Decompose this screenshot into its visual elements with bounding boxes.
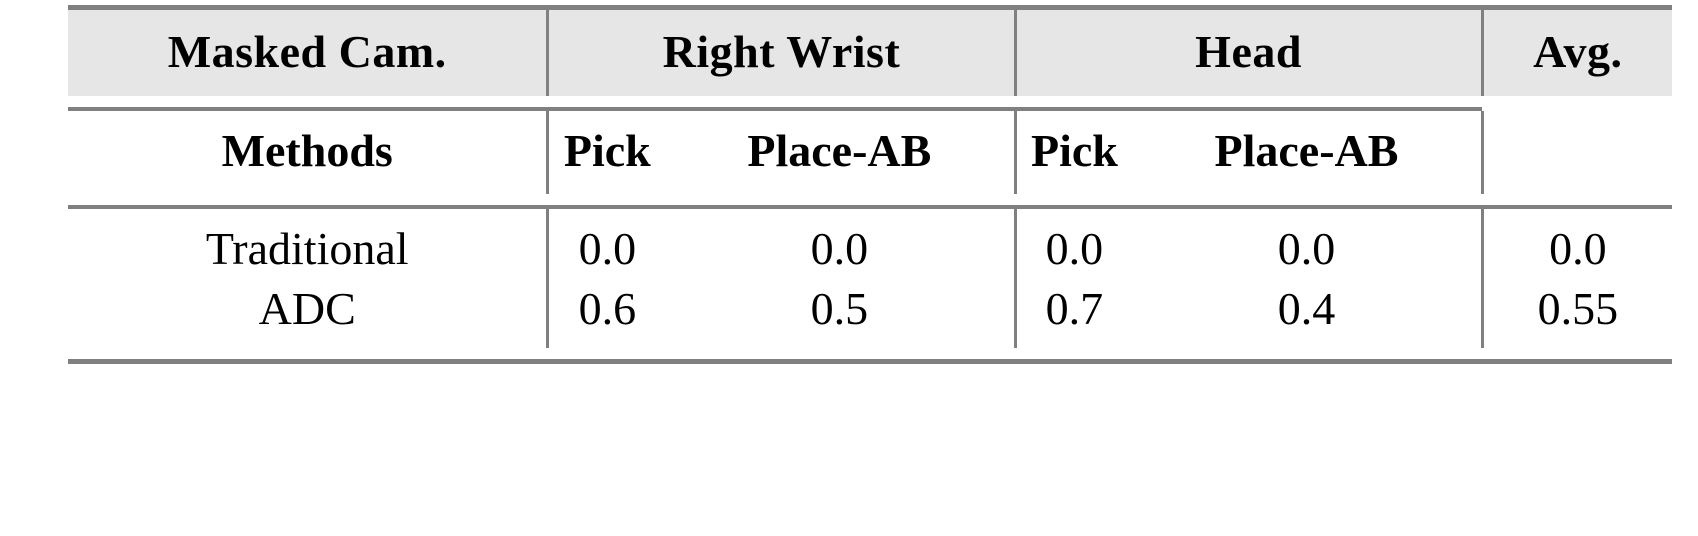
header-sub-row: Methods Pick Place-AB Pick Place-AB: [68, 111, 1672, 194]
table-row: Traditional 0.0 0.0 0.0 0.0 0.0: [68, 208, 1672, 280]
table-top-rule: [68, 0, 1672, 10]
cell-adc-head-place-ab: 0.4: [1132, 279, 1483, 349]
bottom-rule-line: [68, 359, 1672, 365]
header-sub-avg-empty: [1480, 111, 1672, 194]
results-table-container: Masked Cam. Right Wrist Head Avg. Method…: [68, 0, 1672, 536]
cell-traditional-avg: 0.0: [1480, 208, 1672, 280]
results-table: Masked Cam. Right Wrist Head Avg. Method…: [68, 0, 1672, 365]
header-group-midrule: [68, 96, 1672, 112]
cell-traditional-head-pick: 0.0: [1013, 208, 1133, 280]
cell-adc-right-wrist-pick: 0.6: [546, 279, 666, 349]
header-group-row: Masked Cam. Right Wrist Head Avg.: [68, 10, 1672, 97]
cell-traditional-right-wrist-pick: 0.0: [546, 208, 666, 280]
header-group-right-wrist: Right Wrist: [546, 10, 1016, 97]
table-row: ADC 0.6 0.5 0.7 0.4 0.55: [68, 279, 1672, 349]
table-bottom-rule: [68, 348, 1672, 365]
cell-method-adc: ADC: [68, 279, 548, 349]
header-sub-methods: Methods: [68, 111, 548, 194]
header-sub-head-pick: Pick: [1013, 111, 1133, 194]
table-mid-rule: [68, 194, 1672, 209]
cell-adc-avg: 0.55: [1480, 279, 1672, 349]
header-sub-right-wrist-pick: Pick: [546, 111, 666, 194]
cell-traditional-head-place-ab: 0.0: [1132, 208, 1483, 280]
cell-adc-right-wrist-place-ab: 0.5: [665, 279, 1016, 349]
header-sub-right-wrist-place-ab: Place-AB: [665, 111, 1016, 194]
group-midrule-line: [68, 107, 1483, 112]
mid-rule-line: [68, 204, 1672, 209]
header-group-avg: Avg.: [1480, 10, 1672, 97]
header-group-masked-cam: Masked Cam.: [68, 10, 548, 97]
header-sub-head-place-ab: Place-AB: [1132, 111, 1483, 194]
top-rule-line: [68, 5, 1672, 10]
header-group-head: Head: [1013, 10, 1483, 97]
cell-traditional-right-wrist-place-ab: 0.0: [665, 208, 1016, 280]
cell-adc-head-pick: 0.7: [1013, 279, 1133, 349]
cell-method-traditional: Traditional: [68, 208, 548, 280]
